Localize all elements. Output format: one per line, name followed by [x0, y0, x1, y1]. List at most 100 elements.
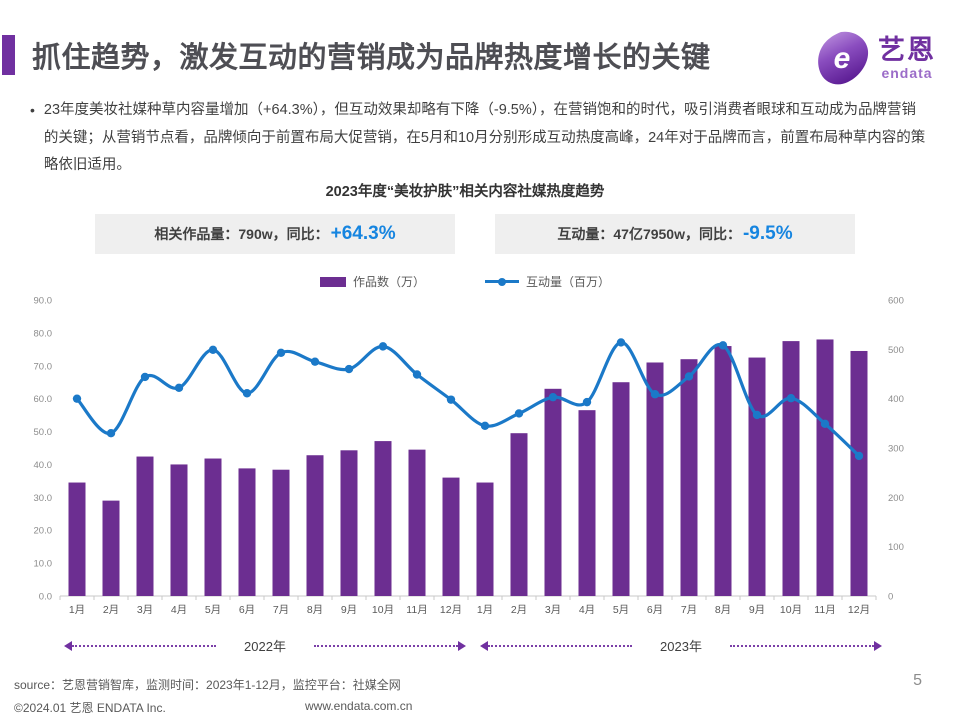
works-bar — [136, 456, 154, 596]
month-label: 6月 — [239, 604, 255, 614]
line-point — [412, 370, 422, 379]
dotted-line — [313, 644, 459, 647]
year-label-2022: 2022年 — [244, 639, 286, 654]
works-bar — [850, 350, 868, 596]
copyright-text: ©2024.01 艺恩 ENDATA Inc. — [14, 701, 166, 715]
month-label: 5月 — [205, 604, 221, 614]
logo-brand-cn: 艺恩 — [878, 34, 936, 65]
month-label: 10月 — [780, 604, 802, 614]
works-bar — [204, 458, 222, 596]
dotted-line — [72, 644, 217, 647]
works-bar — [272, 469, 290, 596]
left-axis-tick-label: 50.0 — [34, 427, 53, 438]
works-bar — [340, 450, 358, 596]
month-label: 9月 — [749, 604, 765, 614]
works-bar — [714, 346, 732, 596]
line-point — [174, 383, 184, 393]
summary-block: • 23年度美妆社媒种草内容量增加（+64.3%），但互动效果却略有下降（-9.… — [30, 97, 926, 180]
year-axis: 2022年 2023年 — [64, 636, 883, 655]
month-label: 10月 — [372, 604, 394, 614]
interaction-line — [75, 340, 861, 458]
left-axis-tick-label: 40.0 — [34, 460, 53, 471]
works-bar — [374, 441, 392, 596]
left-axis-tick-label: 80.0 — [34, 328, 53, 339]
stat-label-works: 相关作品量：790w，同比： — [154, 226, 329, 242]
month-label: 5月 — [613, 604, 629, 614]
right-axis-tick-label: 500 — [888, 345, 904, 356]
right-axis-tick-label: 0 — [888, 592, 893, 603]
right-axis-tick-label: 600 — [888, 296, 904, 307]
line-point — [854, 451, 864, 461]
stat-boxes: 相关作品量：790w，同比： +64.3% 互动量：47亿7950w，同比： -… — [95, 214, 855, 254]
month-label: 7月 — [681, 604, 697, 614]
bullet-marker: • — [30, 102, 35, 118]
right-axis-tick-label: 300 — [888, 444, 904, 455]
left-axis-tick-label: 30.0 — [34, 493, 53, 504]
logo-wordmark: 艺恩 endata — [878, 34, 936, 81]
works-bar — [782, 341, 800, 596]
month-label: 11月 — [406, 604, 427, 614]
line-point — [650, 390, 660, 399]
line-point — [582, 397, 592, 407]
line-point — [684, 372, 694, 381]
line-point — [752, 410, 762, 420]
month-label: 3月 — [137, 604, 153, 614]
line-point — [208, 345, 218, 355]
legend-label-line: 互动量（百万） — [526, 275, 611, 289]
summary-text: 23年度美妆社媒种草内容量增加（+64.3%），但互动效果却略有下降（-9.5%… — [43, 102, 926, 173]
website-text: www.endata.com.cn — [305, 699, 413, 713]
line-point — [616, 338, 626, 347]
legend-item-line: 互动量（百万） — [485, 273, 610, 290]
month-label: 12月 — [440, 604, 462, 614]
works-bar — [442, 477, 460, 596]
right-axis-tick-label: 100 — [888, 542, 904, 553]
chart-legend: 作品数（万） 互动量（百万） — [0, 273, 930, 290]
chart-title: 2023年度“美妆护肤”相关内容社媒热度趋势 — [325, 184, 605, 200]
line-point — [718, 341, 728, 350]
line-point — [72, 394, 82, 403]
month-label: 12月 — [848, 604, 870, 614]
right-axis-tick-label: 200 — [888, 493, 904, 504]
legend-label-bars: 作品数（万） — [352, 275, 425, 289]
page-number: 5 — [913, 672, 922, 689]
line-point — [446, 395, 456, 404]
slide-header: 抓住趋势，激发互动的营销成为品牌热度增长的关键 — [2, 34, 711, 76]
works-bar — [578, 410, 596, 596]
works-bar — [544, 388, 562, 596]
works-bar — [238, 468, 256, 596]
month-label: 4月 — [171, 604, 187, 614]
line-point — [242, 389, 252, 398]
month-label: 1月 — [477, 604, 493, 614]
stat-value-interactions: -9.5% — [742, 223, 793, 244]
title-accent-bar — [2, 35, 15, 75]
month-label: 7月 — [273, 604, 289, 614]
line-point — [344, 364, 354, 374]
works-bar — [646, 362, 664, 596]
works-bar — [748, 357, 766, 596]
month-label: 8月 — [715, 604, 731, 614]
stat-box-interactions: 互动量：47亿7950w，同比： -9.5% — [495, 214, 855, 254]
bar-swatch-icon — [319, 276, 346, 287]
legend-item-bars: 作品数（万） — [319, 273, 425, 290]
works-bar — [170, 464, 188, 596]
month-label: 11月 — [814, 604, 835, 614]
line-point — [548, 392, 558, 402]
line-swatch-icon — [485, 277, 519, 286]
year-label-2023: 2023年 — [660, 639, 702, 654]
month-label: 2月 — [103, 604, 119, 614]
month-label: 6月 — [647, 604, 663, 614]
stat-value-works: +64.3% — [330, 223, 396, 244]
works-bar — [102, 500, 120, 596]
month-label: 9月 — [341, 604, 357, 614]
works-bar — [612, 382, 630, 596]
arrowhead-left-icon — [480, 640, 488, 651]
left-axis-tick-label: 0.0 — [39, 592, 52, 603]
line-point — [310, 357, 320, 366]
works-bar — [816, 339, 834, 596]
works-bar — [476, 482, 494, 596]
line-point — [378, 342, 388, 351]
works-bar — [408, 449, 426, 596]
works-bar — [68, 482, 86, 596]
endata-logo-mark-icon: e — [818, 31, 869, 85]
month-label: 1月 — [69, 604, 85, 614]
